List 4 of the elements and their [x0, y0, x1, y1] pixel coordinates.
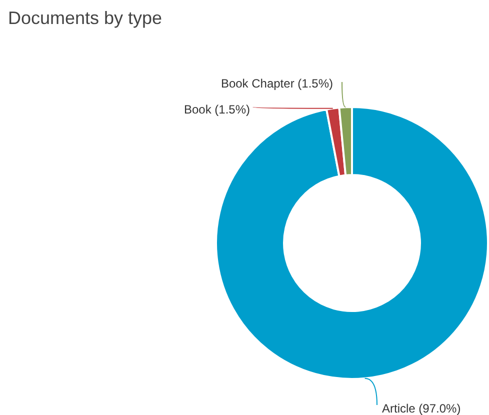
chart-title: Documents by type — [8, 8, 162, 29]
slice-label: Book (1.5%) — [184, 102, 250, 116]
slice-label: Article (97.0%) — [382, 401, 461, 415]
slice-label: Book Chapter (1.5%) — [220, 76, 333, 90]
